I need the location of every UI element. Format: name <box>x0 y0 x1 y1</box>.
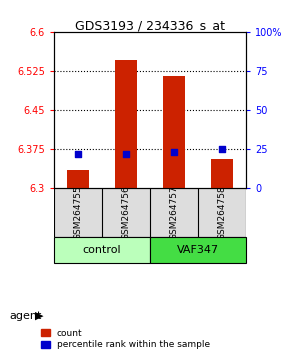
Bar <box>115 61 137 188</box>
FancyBboxPatch shape <box>54 237 150 263</box>
Bar <box>211 159 233 188</box>
Text: GSM264758: GSM264758 <box>218 185 226 240</box>
Bar <box>67 170 89 188</box>
Legend: count, percentile rank within the sample: count, percentile rank within the sample <box>40 329 210 349</box>
Bar <box>163 76 185 188</box>
FancyBboxPatch shape <box>150 237 246 263</box>
Text: VAF347: VAF347 <box>177 245 219 255</box>
Text: agent: agent <box>9 311 41 321</box>
Point <box>124 151 128 156</box>
Text: GSM264756: GSM264756 <box>122 185 130 240</box>
Point <box>172 149 176 155</box>
Point <box>220 146 224 152</box>
Text: GDS3193 / 234336_s_at: GDS3193 / 234336_s_at <box>75 19 225 33</box>
Text: ▶: ▶ <box>34 311 43 321</box>
Text: GSM264755: GSM264755 <box>74 185 82 240</box>
Text: GSM264757: GSM264757 <box>169 185 178 240</box>
Text: control: control <box>83 245 121 255</box>
Point <box>76 151 80 156</box>
